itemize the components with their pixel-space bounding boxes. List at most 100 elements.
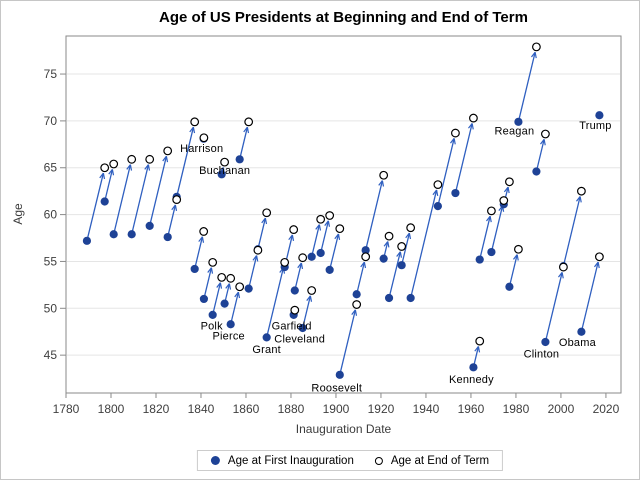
start-marker-ghw-bush [532,167,541,176]
arrow-head-hoover [408,232,412,240]
arrow-line-truman [437,138,455,207]
end-marker-madison [145,154,155,164]
arrow-line-gw-bush [562,196,581,267]
president-label-polk: Polk [201,320,223,332]
end-marker-taft [361,252,371,262]
arrow-head-lincoln [256,255,259,262]
y-axis-label: Age [11,203,25,225]
start-marker-truman [433,202,442,211]
start-marker-trump [595,111,604,120]
arrow-line-reagan [517,52,536,122]
arrow-head-jefferson [129,164,133,171]
end-marker-jq-adams [172,195,182,205]
president-label-pierce: Pierce [212,331,244,343]
start-marker-lb-johnson [475,255,484,264]
chart-title: Age of US Presidents at Beginning and En… [159,9,528,26]
arrow-head-van-buren [201,236,205,243]
arrow-head-madison [144,164,149,170]
arrow-head-carter [516,254,519,261]
arrow-line-monroe [149,156,168,226]
end-marker-taylor [220,157,230,167]
arrow-head-f-roosevelt [432,189,438,196]
x-tick-label-2020: 2020 [593,402,620,416]
legend: Age at First Inauguration Age at End of … [196,450,504,471]
arrow-head-ghw-bush [539,138,545,145]
end-marker-carter [514,244,523,254]
arrow-head-lincoln [252,255,258,261]
arrow-head-wilson [378,180,383,186]
arrow-head-cleveland-1 [309,295,313,302]
arrow-head-clinton [557,272,563,278]
start-marker-polk [208,310,217,319]
arrow-head-truman [450,138,455,144]
start-marker-cleveland-2 [316,248,325,258]
start-marker-arthur [290,286,299,295]
arrow-head-b-harrison [315,224,320,230]
end-marker-a-johnson [262,208,272,218]
arrow-head-tyler [210,267,214,274]
arrow-line-van-buren [194,236,204,270]
arrow-head-harding [383,241,389,247]
end-marker-truman [451,128,460,138]
start-marker-harding [379,254,388,263]
president-label-t-roosevelt: Roosevelt [311,382,362,394]
start-marker-nixon [487,247,496,257]
end-marker-cleveland-2 [325,211,335,220]
start-marker-reagan [514,117,523,126]
arrow-line-b-harrison [311,224,321,257]
start-marker-washington [82,236,92,245]
arrow-line-clinton [544,272,563,343]
start-marker-cleveland-1 [298,323,307,333]
legend-label-end-of-term: Age at End of Term [390,454,490,467]
open-circle-icon [374,456,383,465]
arrow-head-a-johnson [261,217,266,224]
arrow-head-gw-bush [575,196,581,202]
end-marker-wilson [379,170,389,180]
end-marker-van-buren [199,227,209,236]
end-marker-clinton [559,262,568,272]
y-tick-label-60: 60 [44,208,58,222]
end-marker-ford [505,177,514,187]
end-marker-ghw-bush [541,129,550,139]
x-tick-label-1800: 1800 [98,402,125,416]
start-marker-mckinley [325,265,334,274]
end-marker-grant [280,257,290,267]
arrow-head-mckinley [334,233,339,240]
end-marker-hayes [289,225,299,234]
arrow-line-tyler [203,267,213,300]
start-marker-tyler [199,294,209,304]
end-marker-buchanan [244,117,254,127]
arrow-head-carter [512,254,518,260]
arrow-head-f-roosevelt [436,189,439,196]
start-marker-f-roosevelt [406,293,415,303]
arrow-line-ghw-bush [535,139,545,172]
arrow-head-washington [102,172,106,180]
arrow-head-fillmore [225,283,230,289]
arrow-head-ghw-bush [543,139,546,146]
start-marker-pierce [226,320,235,329]
end-marker-jefferson [127,154,137,164]
arrow-head-hayes [288,234,293,241]
x-axis-label: Inauguration Date [295,422,392,436]
end-marker-polk [217,272,227,282]
arrow-head-t-roosevelt [351,309,356,316]
y-tick-label-50: 50 [44,301,58,315]
end-marker-lincoln [253,245,263,255]
arrow-line-taft [356,261,366,295]
arrow-head-taft [360,261,365,268]
president-label-wh-harrison: Harrison [180,143,223,155]
end-marker-nixon [499,196,509,205]
x-tick-label-1840: 1840 [188,402,215,416]
arrow-head-harding [387,241,390,248]
start-marker-j-adams [100,197,109,206]
end-marker-wh-harrison [199,133,209,143]
arrow-head-pierce [234,291,239,298]
start-marker-fillmore [220,299,229,308]
start-marker-monroe [145,221,154,230]
arrow-head-polk [219,282,223,289]
arrow-head-jq-adams [171,204,176,211]
arrow-head-reagan [530,51,536,58]
arrow-line-lincoln [248,255,258,289]
y-tick-label-45: 45 [44,348,58,362]
x-tick-label-1780: 1780 [53,402,80,416]
